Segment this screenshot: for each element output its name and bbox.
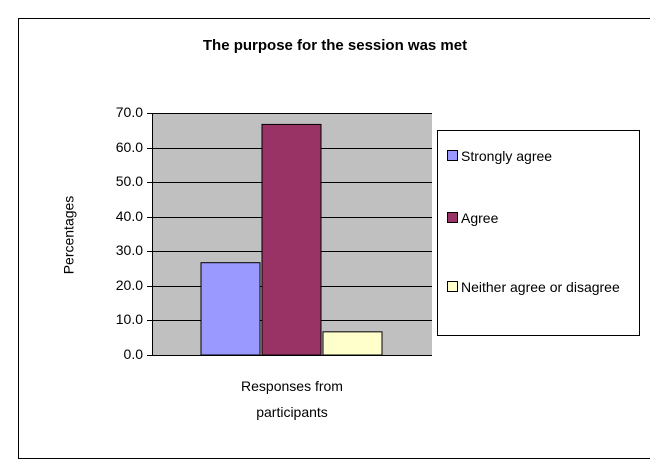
y-tick-label: 10.0 [116,311,143,327]
y-tick-label: 50.0 [116,173,143,189]
x-tick-label: Responses from participants [241,378,343,420]
chart-title: The purpose for the session was met [203,37,467,54]
y-tick-label: 60.0 [116,139,143,155]
bar [200,262,261,356]
bar [322,331,383,356]
legend-swatch [447,281,458,292]
legend-label: Neither agree or disagree [461,279,620,295]
y-tick-label: 40.0 [116,208,143,224]
y-tick-label: 0.0 [124,346,144,362]
legend-swatch [447,150,458,161]
legend-swatch [447,212,458,223]
legend-box [437,130,640,336]
legend-label: Agree [461,210,499,226]
y-tick-label: 20.0 [116,277,143,293]
bar [261,123,322,356]
y-tick-label: 30.0 [116,242,143,258]
y-tick-label: 70.0 [116,104,143,120]
y-axis-label: Percentages [61,196,77,275]
legend-label: Strongly agree [461,148,553,164]
